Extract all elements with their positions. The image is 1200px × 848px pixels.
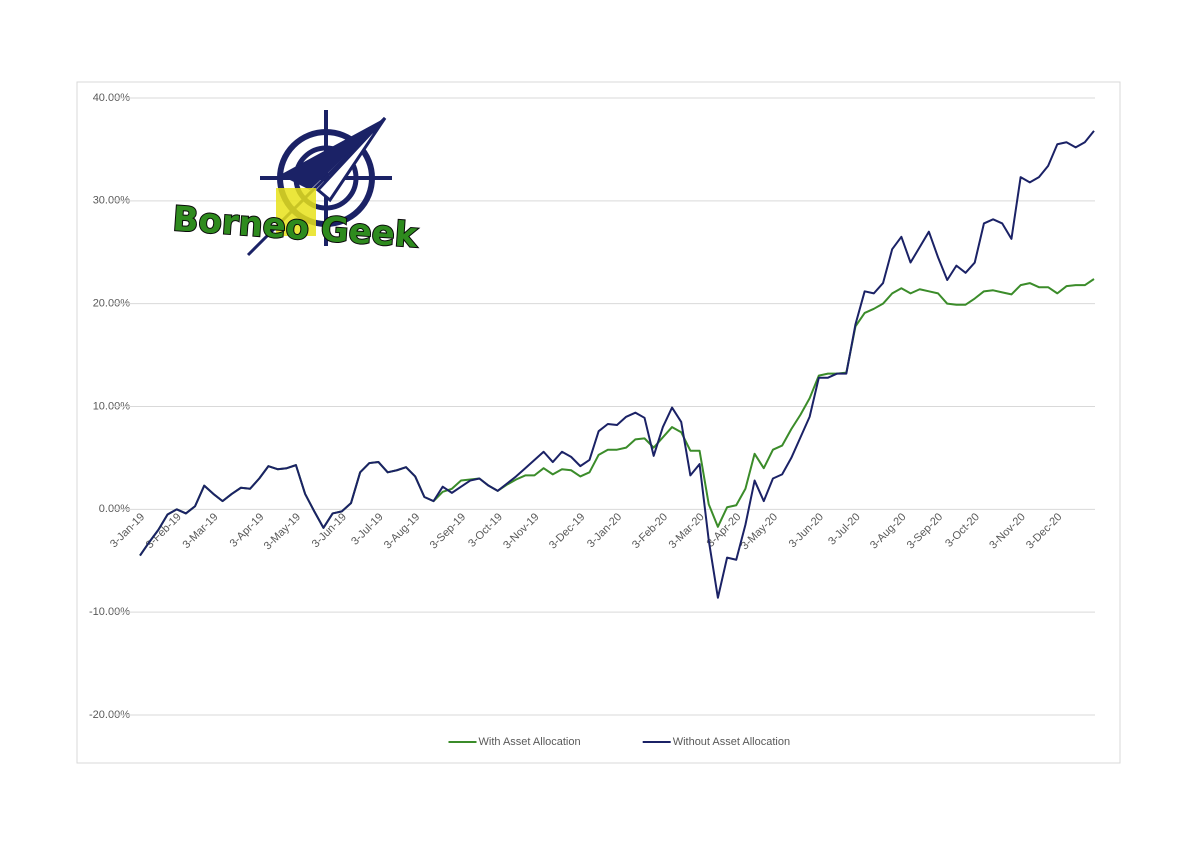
y-tick-label: -20.00%: [89, 709, 130, 721]
chart-frame: [76, 81, 1121, 764]
legend-label: Without Asset Allocation: [673, 736, 790, 748]
legend-label: With Asset Allocation: [479, 736, 581, 748]
y-tick-label: 10.00%: [93, 400, 131, 412]
y-tick-label: 30.00%: [93, 195, 131, 207]
y-tick-label: 20.00%: [93, 298, 131, 310]
legend-item: With Asset Allocation: [448, 736, 581, 748]
logo-arrow: [315, 116, 387, 203]
legend-item: Without Asset Allocation: [642, 736, 790, 748]
series-line: [139, 130, 1095, 599]
y-tick-label: 40.00%: [93, 92, 131, 104]
y-tick-label: -10.00%: [89, 606, 130, 618]
logo-arrow: [280, 118, 385, 190]
logo-pi: [276, 188, 316, 236]
